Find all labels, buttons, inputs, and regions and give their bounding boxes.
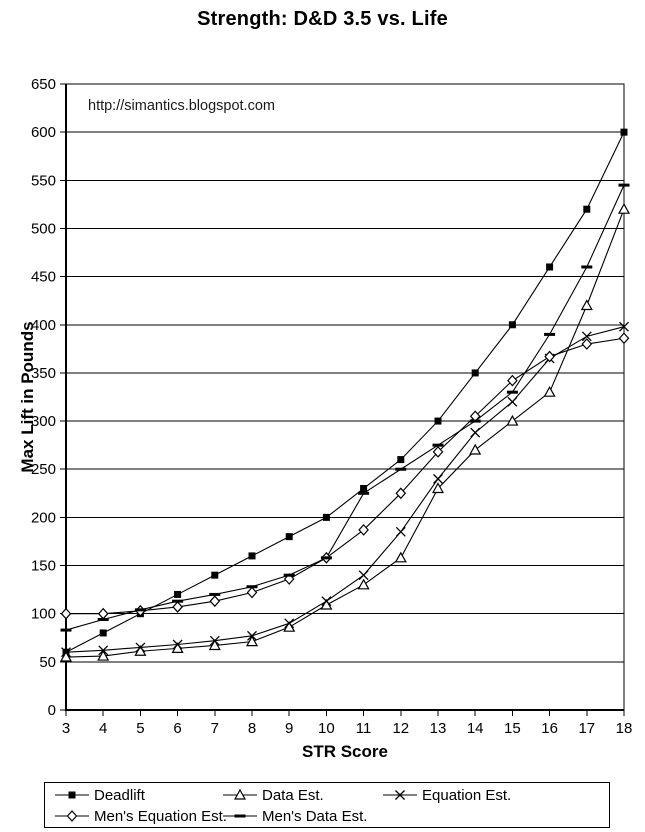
legend-label: Men's Equation Est. bbox=[94, 807, 227, 825]
legend-marker-diamond-open bbox=[55, 810, 89, 822]
series-markers-equation-est bbox=[61, 321, 629, 658]
svg-text:16: 16 bbox=[541, 720, 558, 737]
series-markers-deadlift bbox=[62, 128, 628, 656]
svg-text:50: 50 bbox=[39, 654, 56, 671]
legend-marker-x bbox=[383, 790, 417, 800]
svg-text:550: 550 bbox=[31, 172, 56, 189]
svg-text:14: 14 bbox=[467, 720, 484, 737]
legend: Deadlift Data Est. Equation Est. Men's Equa… bbox=[44, 782, 610, 828]
y-axis-title: Max Lift in Pounds bbox=[18, 321, 37, 473]
legend-label: Data Est. bbox=[262, 786, 324, 804]
svg-text:3: 3 bbox=[62, 720, 70, 737]
series-markers-data-est bbox=[59, 202, 631, 662]
svg-text:0: 0 bbox=[48, 702, 56, 719]
chart-title: Strength: D&D 3.5 vs. Life bbox=[197, 8, 448, 30]
svg-text:450: 450 bbox=[31, 269, 56, 286]
legend-label: Equation Est. bbox=[422, 786, 512, 804]
svg-text:200: 200 bbox=[31, 509, 56, 526]
svg-text:100: 100 bbox=[31, 606, 56, 623]
svg-text:650: 650 bbox=[31, 76, 56, 93]
svg-text:9: 9 bbox=[285, 720, 293, 737]
svg-text:4: 4 bbox=[99, 720, 107, 737]
series-markers-men-s-data-est bbox=[60, 183, 630, 632]
svg-text:600: 600 bbox=[31, 124, 56, 141]
legend-item-deadlift: Deadlift bbox=[55, 785, 145, 805]
series-equation-est bbox=[65, 326, 625, 653]
legend-item-data-est: Data Est. bbox=[223, 785, 324, 805]
legend-item-equation-est: Equation Est. bbox=[383, 785, 511, 805]
plot-border bbox=[65, 83, 625, 711]
series-men-s-data-est bbox=[65, 184, 625, 631]
svg-text:13: 13 bbox=[430, 720, 447, 737]
legend-marker-square-filled bbox=[55, 791, 89, 799]
series-markers-men-s-equation-est bbox=[60, 332, 630, 620]
legend-marker-dash bbox=[223, 814, 257, 818]
svg-text:6: 6 bbox=[173, 720, 181, 737]
legend-label: Men's Data Est. bbox=[262, 807, 368, 825]
svg-text:12: 12 bbox=[392, 720, 409, 737]
series-deadlift bbox=[65, 131, 625, 653]
svg-text:250: 250 bbox=[31, 461, 56, 478]
svg-text:18: 18 bbox=[616, 720, 633, 737]
svg-text:150: 150 bbox=[31, 558, 56, 575]
svg-text:8: 8 bbox=[248, 720, 256, 737]
watermark-url: http://simantics.blogspot.com bbox=[88, 98, 275, 114]
x-axis-title: STR Score bbox=[302, 742, 388, 761]
gridlines bbox=[66, 131, 624, 663]
legend-label: Deadlift bbox=[94, 786, 145, 804]
plot-area: 0 50 100 150 200 250 300 350 400 450 500 550 600 650 3… bbox=[31, 76, 633, 737]
svg-text:5: 5 bbox=[136, 720, 144, 737]
svg-text:7: 7 bbox=[211, 720, 219, 737]
legend-marker-triangle-open bbox=[223, 789, 257, 800]
legend-item-men-s-data-est: Men's Data Est. bbox=[223, 806, 367, 826]
svg-text:15: 15 bbox=[504, 720, 521, 737]
x-tick-labels: 3 4 5 6 7 8 9 10 11 12 13 14 15 16 17 18 bbox=[62, 720, 633, 737]
svg-text:11: 11 bbox=[356, 720, 372, 737]
svg-text:350: 350 bbox=[31, 365, 56, 382]
svg-text:300: 300 bbox=[31, 413, 56, 430]
series-data-est bbox=[65, 209, 625, 658]
svg-text:400: 400 bbox=[31, 317, 56, 334]
svg-text:17: 17 bbox=[578, 720, 595, 737]
svg-text:500: 500 bbox=[31, 220, 56, 237]
legend-item-men-s-equation-est: Men's Equation Est. bbox=[55, 806, 227, 826]
svg-text:10: 10 bbox=[318, 720, 335, 737]
y-tick-labels: 0 50 100 150 200 250 300 350 400 450 500 550 600 650 bbox=[31, 76, 56, 719]
series-men-s-equation-est bbox=[66, 337, 625, 615]
